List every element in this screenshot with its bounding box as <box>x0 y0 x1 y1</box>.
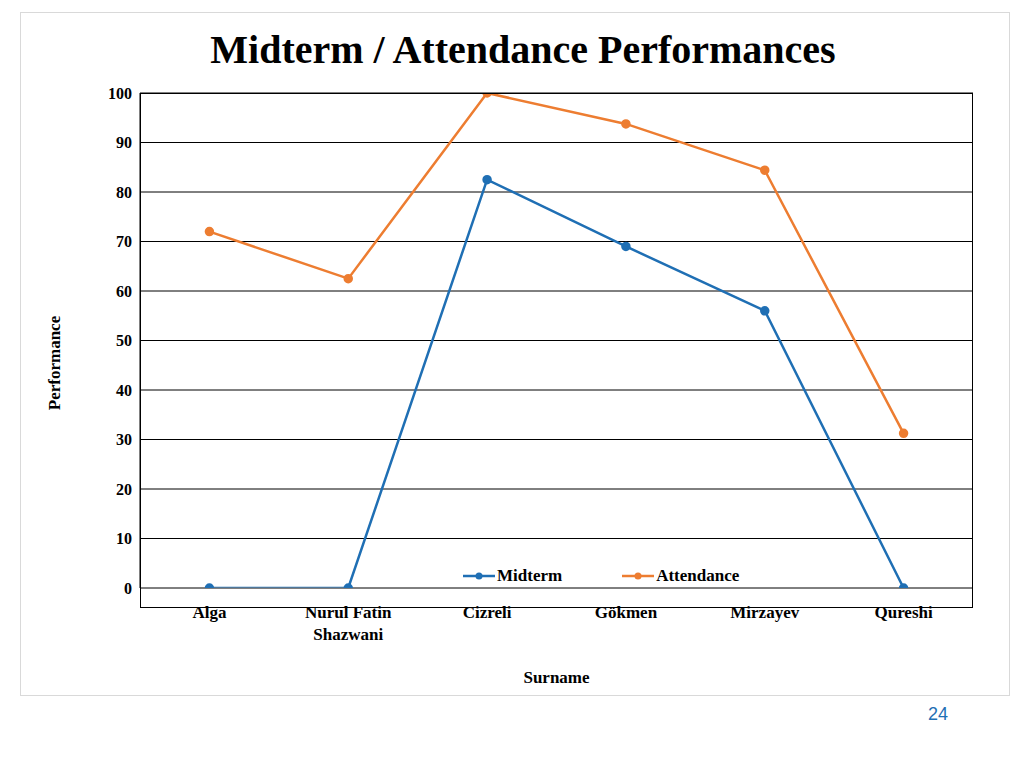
html-text:24: 24 <box>928 704 948 724</box>
svg-text:Nurul Fatin: Nurul Fatin <box>305 603 392 622</box>
html-text:Midterm: Midterm <box>497 566 563 585</box>
svg-text:50: 50 <box>116 332 132 349</box>
svg-text:10: 10 <box>116 530 132 547</box>
svg-text:Shazwani: Shazwani <box>313 625 383 644</box>
svg-text:60: 60 <box>116 283 132 300</box>
svg-text:0: 0 <box>124 580 132 597</box>
html-text:Midterm / Attendance Performan: Midterm / Attendance Performances <box>210 27 836 72</box>
svg-text:90: 90 <box>116 134 132 151</box>
svg-text:30: 30 <box>116 431 132 448</box>
svg-text:100: 100 <box>108 85 132 102</box>
svg-text:40: 40 <box>116 382 132 399</box>
svg-text:70: 70 <box>116 233 132 250</box>
svg-text:80: 80 <box>116 184 132 201</box>
html-text:Performance: Performance <box>45 315 64 411</box>
svg-text:Alga: Alga <box>192 603 227 622</box>
svg-text:Gökmen: Gökmen <box>595 603 658 622</box>
svg-text:Mirzayev: Mirzayev <box>730 603 799 622</box>
svg-text:Cizreli: Cizreli <box>463 603 512 622</box>
svg-text:Qureshi: Qureshi <box>874 603 933 622</box>
html-text:Surname: Surname <box>523 668 590 687</box>
html-text:Attendance: Attendance <box>656 566 740 585</box>
svg-text:20: 20 <box>116 481 132 498</box>
